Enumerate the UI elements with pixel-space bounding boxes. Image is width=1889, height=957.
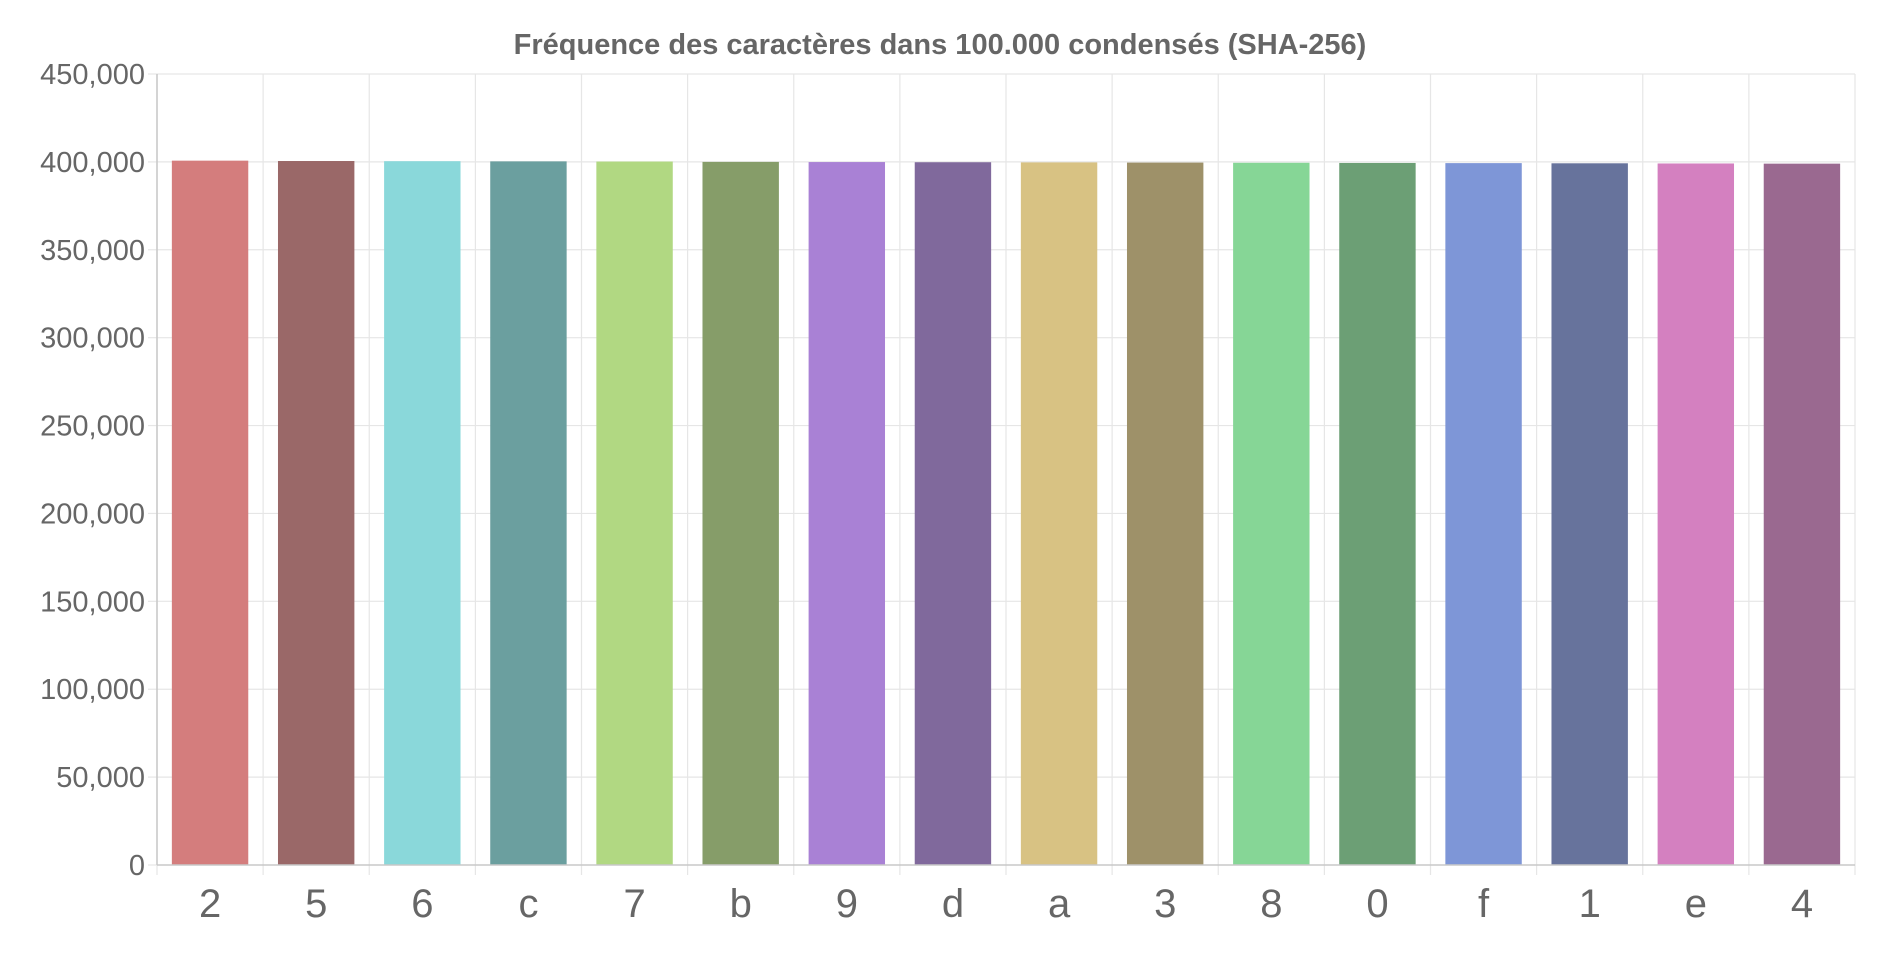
y-tick-label: 150,000 [40,586,145,618]
x-tick-label: 8 [1260,882,1282,926]
x-tick-label: c [518,882,538,926]
bar-e[interactable] [1657,163,1735,865]
y-tick-label: 100,000 [40,674,145,706]
y-tick-label: 350,000 [40,235,145,267]
bar-2[interactable] [171,160,249,865]
y-tick-label: 400,000 [40,147,145,179]
x-tick-label: 9 [836,882,858,926]
x-tick-label: 4 [1791,882,1813,926]
bar-5[interactable] [277,161,355,865]
x-tick-label: 1 [1579,882,1601,926]
bar-c[interactable] [490,161,567,865]
y-axis-ticks: 0 50,000 100,000 150,000 200,000 250,000 300,0… [40,59,145,882]
bars [171,160,1841,866]
x-tick-label: f [1478,882,1490,926]
bar-6[interactable] [384,161,461,865]
bar-4[interactable] [1763,163,1841,865]
x-tick-label: 2 [199,882,221,926]
x-tick-label: 3 [1154,882,1176,926]
bar-b[interactable] [702,161,779,865]
x-tick-label: d [942,882,964,926]
x-tick-label: a [1048,882,1071,926]
bar-3[interactable] [1126,162,1204,866]
x-tick-label: 0 [1366,882,1388,926]
bar-a[interactable] [1020,162,1098,865]
bar-1[interactable] [1551,163,1628,865]
y-tick-label: 450,000 [40,59,145,91]
x-tick-label: 7 [623,882,645,926]
bar-d[interactable] [914,162,992,865]
y-tick-label: 50,000 [56,762,145,794]
x-tick-label: b [730,882,752,926]
y-tick-label: 250,000 [40,411,145,443]
x-axis-ticks: 2 5 6 c 7 b 9 d a 3 8 0 f 1 e 4 [199,882,1813,926]
x-tick-label: e [1685,882,1707,926]
y-tick-label: 0 [129,850,145,882]
axes [156,74,1855,866]
bar-9[interactable] [808,162,886,865]
bar-f[interactable] [1445,163,1522,866]
y-tick-label: 200,000 [40,498,145,530]
bar-7[interactable] [596,161,673,865]
chart-title: Fréquence des caractères dans 100.000 co… [514,29,1367,61]
y-tick-label: 300,000 [40,323,145,355]
bar-8[interactable] [1233,162,1310,866]
x-tick-label: 5 [305,882,327,926]
x-tick-label: 6 [411,882,433,926]
bar-0[interactable] [1339,162,1416,866]
